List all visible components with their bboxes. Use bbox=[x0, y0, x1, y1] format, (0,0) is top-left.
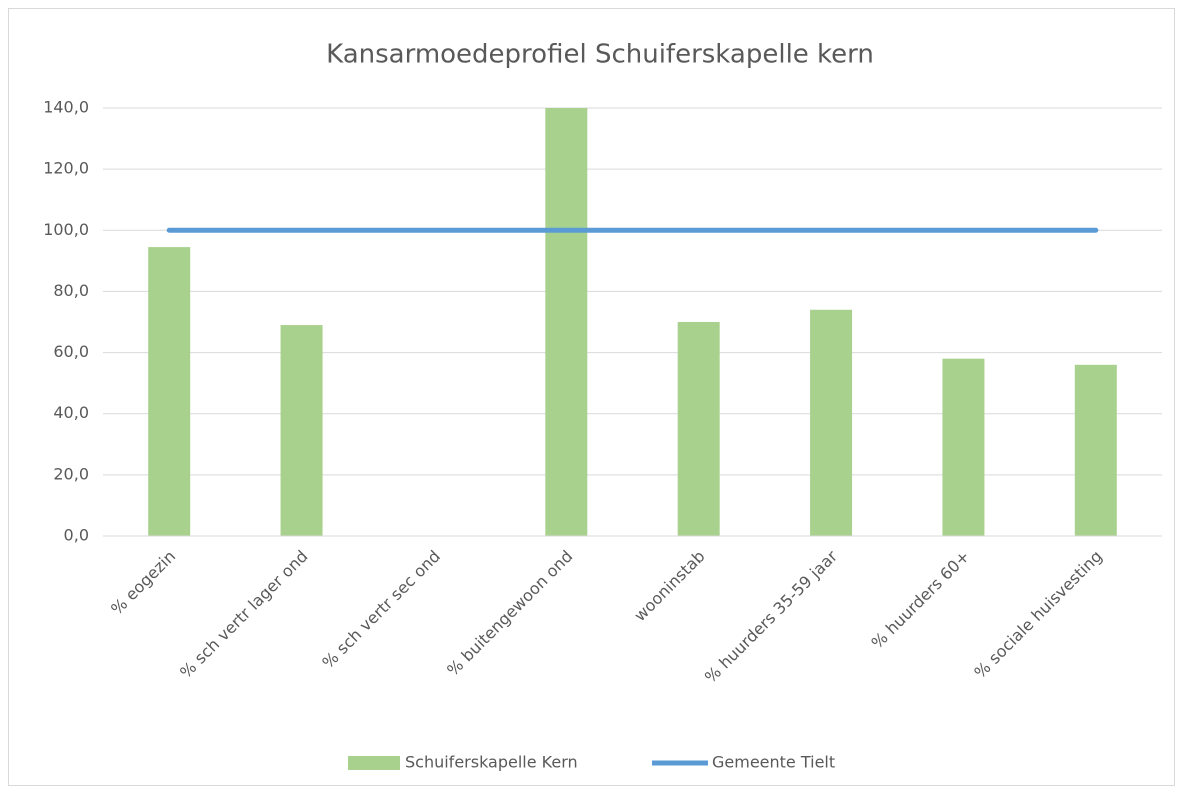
bar bbox=[810, 309, 853, 536]
y-tick-label: 60,0 bbox=[53, 342, 89, 361]
legend-swatch bbox=[348, 756, 400, 770]
y-tick-label: 40,0 bbox=[53, 403, 89, 422]
legend-label: Gemeente Tielt bbox=[712, 753, 835, 772]
bar bbox=[148, 247, 191, 536]
bar bbox=[677, 322, 720, 536]
y-tick-label: 20,0 bbox=[53, 464, 89, 483]
bar bbox=[1074, 364, 1117, 536]
bar bbox=[280, 325, 323, 536]
bar bbox=[942, 358, 985, 536]
y-tick-label: 140,0 bbox=[43, 98, 89, 117]
y-tick-label: 80,0 bbox=[53, 281, 89, 300]
chart-title: Kansarmoedeprofiel Schuiferskapelle kern bbox=[326, 40, 874, 70]
bar bbox=[545, 108, 588, 536]
y-tick-label: 100,0 bbox=[43, 220, 89, 239]
legend-label: Schuiferskapelle Kern bbox=[405, 753, 578, 772]
y-tick-label: 0,0 bbox=[64, 526, 89, 545]
y-tick-label: 120,0 bbox=[43, 159, 89, 178]
